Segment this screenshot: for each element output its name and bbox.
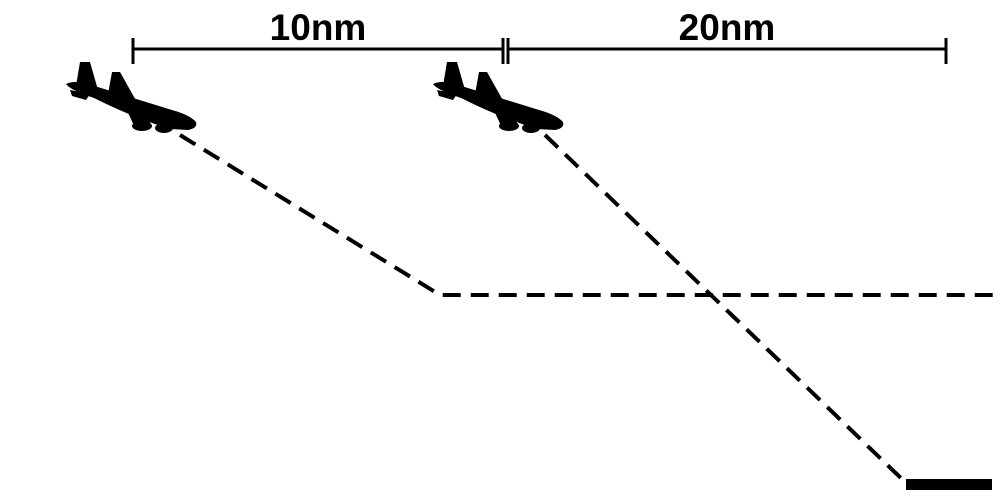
distance-label-10nm: 10nm	[270, 7, 367, 48]
airplane-icon	[66, 62, 197, 133]
scale-20nm	[506, 38, 948, 64]
airplane-icon	[433, 62, 564, 133]
runway-icon	[906, 479, 992, 490]
distance-label-20nm: 20nm	[679, 7, 776, 48]
scale-10nm	[131, 38, 505, 64]
flight-path-1	[178, 133, 1000, 297]
flight-path-2	[543, 133, 907, 484]
